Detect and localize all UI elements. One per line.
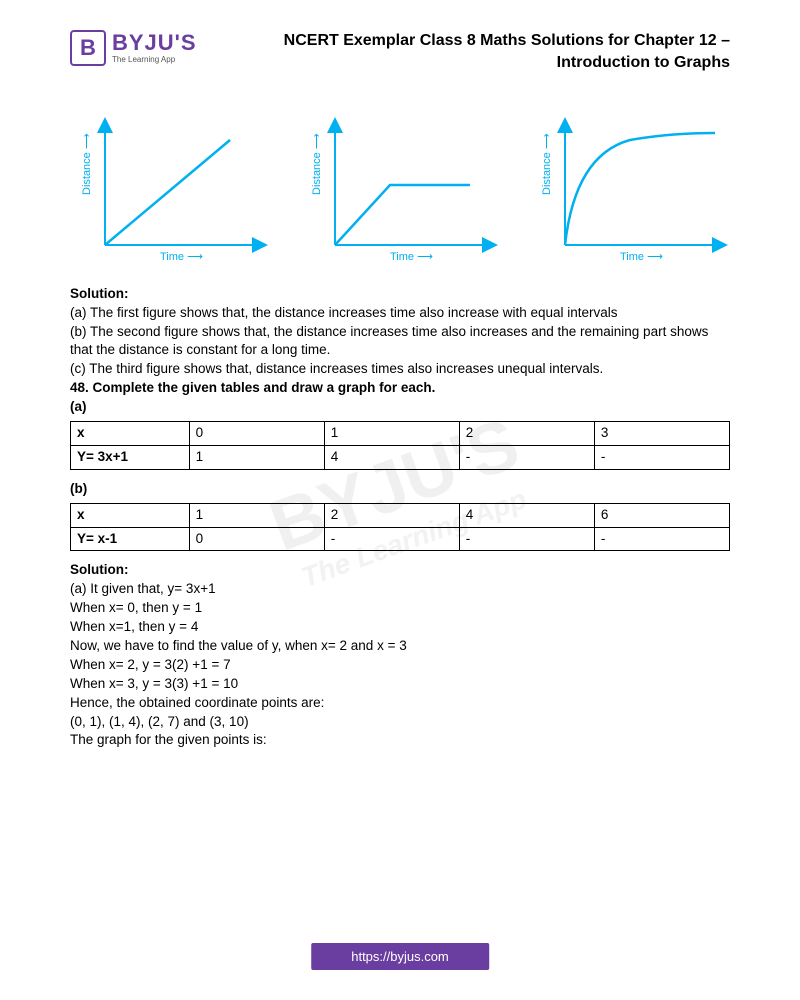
solution-a: (a) The first figure shows that, the dis… [70,304,730,323]
cell: 1 [189,445,324,469]
sol-line: When x= 3, y = 3(3) +1 = 10 [70,675,730,694]
footer-url: https://byjus.com [311,943,489,970]
solution-b: (b) The second figure shows that, the di… [70,323,730,361]
cell: - [594,445,729,469]
cell: 1 [324,422,459,446]
content-body: Solution: (a) The first figure shows tha… [70,285,730,751]
cell: 4 [324,445,459,469]
graph-curve: Distance ⟶ Time ⟶ [530,115,730,265]
x-axis-label: Time ⟶ [620,251,663,263]
cell: Y= x-1 [71,527,190,551]
cell: - [459,527,594,551]
cell: 4 [459,503,594,527]
logo-name: BYJU'S [112,32,197,54]
sol-line: The graph for the given points is: [70,731,730,750]
graph-plateau: Distance ⟶ Time ⟶ [300,115,500,265]
x-axis-label: Time ⟶ [390,251,433,263]
logo-text: BYJU'S The Learning App [112,32,197,64]
cell: x [71,503,190,527]
sol-line: When x= 0, then y = 1 [70,599,730,618]
logo: B BYJU'S The Learning App [70,30,197,66]
sol-line: Hence, the obtained coordinate points ar… [70,694,730,713]
cell: 0 [189,527,324,551]
cell: 1 [189,503,324,527]
table-row: Y= x-1 0 - - - [71,527,730,551]
cell: - [459,445,594,469]
table-b-label: (b) [70,480,730,499]
sol-line: Now, we have to find the value of y, whe… [70,637,730,656]
cell: - [594,527,729,551]
table-row: Y= 3x+1 1 4 - - [71,445,730,469]
cell: 3 [594,422,729,446]
y-axis-label: Distance ⟶ [541,133,553,195]
title-line-1: NCERT Exemplar Class 8 Maths Solutions f… [217,30,730,52]
cell: - [324,527,459,551]
cell: 2 [459,422,594,446]
page-header: B BYJU'S The Learning App NCERT Exemplar… [70,30,730,75]
solution2-heading: Solution: [70,561,730,580]
page-title: NCERT Exemplar Class 8 Maths Solutions f… [217,30,730,75]
solution-heading: Solution: [70,285,730,304]
page-content: B BYJU'S The Learning App NCERT Exemplar… [0,0,800,750]
logo-letter: B [80,35,96,61]
logo-tagline: The Learning App [112,56,197,64]
sol-line: When x= 2, y = 3(2) +1 = 7 [70,656,730,675]
table-a-label: (a) [70,398,730,417]
sol-line: When x=1, then y = 4 [70,618,730,637]
sol-line: (0, 1), (1, 4), (2, 7) and (3, 10) [70,713,730,732]
y-axis-label: Distance ⟶ [311,133,323,195]
question-48: 48. Complete the given tables and draw a… [70,379,730,398]
cell: 6 [594,503,729,527]
table-b: x 1 2 4 6 Y= x-1 0 - - - [70,503,730,552]
solution-c: (c) The third figure shows that, distanc… [70,360,730,379]
cell: x [71,422,190,446]
sol-line: (a) It given that, y= 3x+1 [70,580,730,599]
graph-linear: Distance ⟶ Time ⟶ [70,115,270,265]
table-a: x 0 1 2 3 Y= 3x+1 1 4 - - [70,421,730,470]
logo-icon: B [70,30,106,66]
cell: Y= 3x+1 [71,445,190,469]
graphs-row: Distance ⟶ Time ⟶ Distance ⟶ Time ⟶ Dist… [70,115,730,265]
table-row: x 0 1 2 3 [71,422,730,446]
cell: 0 [189,422,324,446]
cell: 2 [324,503,459,527]
table-row: x 1 2 4 6 [71,503,730,527]
x-axis-label: Time ⟶ [160,251,203,263]
title-line-2: Introduction to Graphs [217,52,730,74]
y-axis-label: Distance ⟶ [81,133,93,195]
